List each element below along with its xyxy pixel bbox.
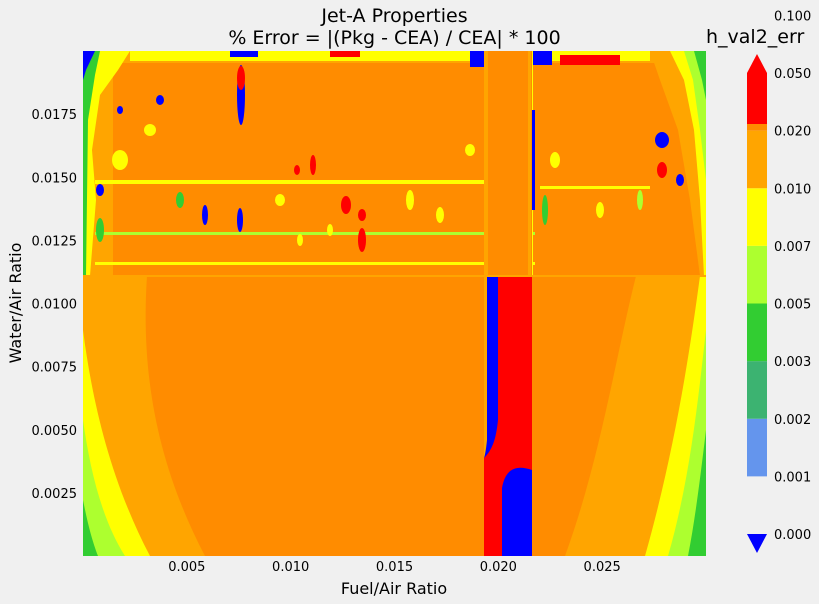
contour-region xyxy=(83,51,100,276)
contour-region xyxy=(684,51,706,180)
contour-region xyxy=(560,55,620,65)
contour-region xyxy=(542,195,548,225)
contour-region xyxy=(358,209,366,221)
y-tick-label: 0.0150 xyxy=(32,171,78,186)
y-axis-label: Water/Air Ratio xyxy=(6,243,25,364)
contour-region xyxy=(484,276,498,458)
colorbar-band xyxy=(747,303,767,362)
contour-region xyxy=(294,165,300,175)
contour-region xyxy=(341,196,351,214)
contour-region xyxy=(83,51,130,276)
y-tick-label: 0.0050 xyxy=(32,424,78,439)
colorbar-tick-label: 0.000 xyxy=(774,528,811,543)
chart-title-line2: % Error = |(Pkg - CEA) / CEA| * 100 xyxy=(228,27,561,49)
contour-region xyxy=(465,144,475,156)
chart-title-line1: Jet-A Properties xyxy=(321,5,468,27)
contour-region xyxy=(540,186,650,189)
colorbar-band xyxy=(747,188,767,246)
contour-region xyxy=(237,66,245,90)
x-tick-label: 0.015 xyxy=(376,560,413,575)
contour-region xyxy=(688,430,706,556)
y-axis: 0.0025 0.0050 0.0075 0.0100 0.0125 0.0150 0.01… xyxy=(32,108,78,502)
colorbar-band xyxy=(747,418,767,477)
contour-region xyxy=(550,152,560,168)
contour-region xyxy=(83,420,125,556)
colorbar-tick-label: 0.020 xyxy=(774,125,811,140)
contour-region xyxy=(531,110,535,210)
contour-region xyxy=(358,228,366,252)
contour-region xyxy=(95,232,535,235)
colorbar-band xyxy=(747,361,767,419)
contour-region xyxy=(530,51,552,65)
contour-region xyxy=(237,208,243,232)
contour-region xyxy=(637,190,643,210)
contour-region xyxy=(176,192,184,208)
contour-region xyxy=(502,467,532,556)
contour-region xyxy=(470,51,486,67)
contour-region xyxy=(95,262,535,265)
contour-region xyxy=(694,51,706,100)
y-tick-label: 0.0175 xyxy=(32,108,78,123)
contour-region xyxy=(156,95,164,105)
colorbar-tick-label: 0.005 xyxy=(774,298,811,313)
contour-region xyxy=(96,218,104,242)
colorbar-extend-min xyxy=(747,534,767,553)
contour-region xyxy=(117,106,123,114)
contour-region xyxy=(484,51,532,276)
x-tick-label: 0.005 xyxy=(168,560,205,575)
x-tick-label: 0.020 xyxy=(480,560,517,575)
plot-area xyxy=(83,51,706,556)
contour-region xyxy=(275,194,285,206)
contour-region xyxy=(484,51,488,276)
contour-region xyxy=(95,180,535,184)
colorbar-tick-label: 0.002 xyxy=(774,413,811,428)
contour-region xyxy=(83,500,98,556)
colorbar-title: h_val2_err xyxy=(706,26,805,48)
contour-region xyxy=(657,162,667,178)
y-tick-label: 0.0125 xyxy=(32,234,78,249)
contour-region xyxy=(297,234,303,246)
contour-region xyxy=(330,51,360,57)
y-tick-label: 0.0075 xyxy=(32,361,78,376)
contour-region xyxy=(327,224,333,236)
colorbar-tick-label: 0.001 xyxy=(774,470,811,485)
contour-region xyxy=(112,150,128,170)
contour-region xyxy=(96,184,104,196)
colorbar-band xyxy=(747,245,767,304)
x-axis-label: Fuel/Air Ratio xyxy=(341,579,447,598)
colorbar-extend-max xyxy=(747,54,767,124)
contour-region xyxy=(83,51,706,276)
colorbar-tick-label: 0.003 xyxy=(774,355,811,370)
colorbar-tick-label: 0.100 xyxy=(774,9,811,24)
contour-region xyxy=(406,190,414,210)
y-tick-label: 0.0100 xyxy=(32,298,78,313)
colorbar-tick-label: 0.050 xyxy=(774,67,811,82)
colorbar-tick-label: 0.007 xyxy=(774,240,811,255)
contour-region xyxy=(83,275,706,277)
x-axis: 0.005 0.010 0.015 0.020 0.025 xyxy=(168,560,621,575)
contour-region xyxy=(230,51,258,57)
contour-region xyxy=(144,124,156,136)
contour-region xyxy=(484,276,487,458)
contour-region xyxy=(668,330,706,556)
contour-region xyxy=(310,155,316,175)
x-tick-label: 0.025 xyxy=(584,560,621,575)
contour-region xyxy=(202,205,208,225)
x-tick-label: 0.010 xyxy=(272,560,309,575)
contour-region xyxy=(655,132,669,148)
contour-region xyxy=(596,202,604,218)
colorbar-tick-label: 0.010 xyxy=(774,182,811,197)
y-tick-label: 0.0025 xyxy=(32,487,78,502)
contour-region xyxy=(83,51,95,80)
contour-region xyxy=(130,51,650,61)
colorbar-band xyxy=(747,130,767,189)
contour-region xyxy=(436,207,444,223)
colorbar: 0.000 0.001 0.002 0.003 0.005 0.007 0.010 0.020… xyxy=(747,9,811,553)
contour-region xyxy=(528,51,531,276)
contour-region xyxy=(676,174,684,186)
